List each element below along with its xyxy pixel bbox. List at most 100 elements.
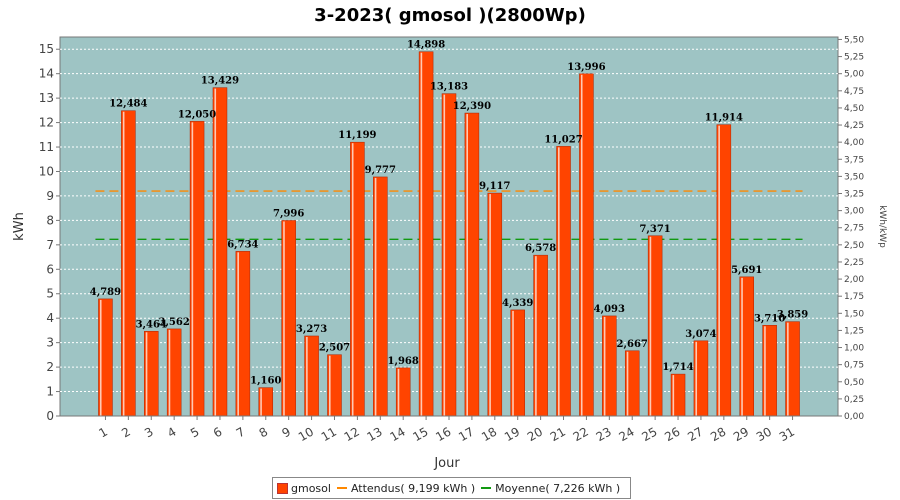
y2-tick-label: 3,00: [844, 207, 864, 217]
x-tick-label: 27: [685, 424, 705, 444]
bar-value-label: 9,117: [479, 181, 510, 192]
y-tick-label: 10: [39, 164, 54, 178]
legend-swatch-attendus: [336, 487, 347, 489]
chart-title: 3-2023( gmosol )(2800Wp): [314, 5, 586, 26]
x-tick-label: 17: [456, 424, 476, 444]
x-tick-label: 9: [280, 424, 294, 440]
x-tick-label: 12: [342, 424, 362, 444]
x-tick-label: 20: [525, 424, 545, 444]
y-tick-label: 12: [39, 116, 54, 130]
legend-item-gmosol: gmosol: [277, 482, 331, 495]
y-tick-label: 5: [46, 287, 54, 301]
bar-highlight: [489, 194, 491, 416]
bar-highlight: [191, 122, 194, 416]
y2-axis-label: kWh/kWp: [877, 205, 887, 248]
bar-value-label: 4,789: [90, 287, 121, 298]
y-tick-label: 14: [39, 67, 54, 81]
legend-label-attendus: Attendus( 9,199 kWh ): [350, 481, 476, 495]
y2-tick-label: 3,50: [844, 172, 864, 182]
x-tick-label: 15: [410, 424, 430, 444]
bar-highlight: [649, 236, 652, 416]
x-tick-label: 4: [165, 424, 179, 440]
bar-value-label: 12,484: [109, 99, 147, 110]
bar-value-label: 3,859: [777, 310, 808, 321]
bar-value-label: 5,691: [731, 265, 762, 276]
bar-value-label: 7,996: [273, 208, 304, 219]
bars: [98, 51, 800, 417]
bar-value-label: 12,050: [178, 109, 216, 120]
y2-tick-label: 0,25: [844, 395, 864, 405]
y2-tick-label: 0,75: [844, 361, 864, 371]
bar-highlight: [420, 52, 423, 416]
bar-highlight: [764, 326, 766, 416]
x-tick-label: 18: [479, 424, 499, 444]
bar-value-label: 13,183: [430, 82, 468, 93]
y2-tick-label: 4,00: [844, 138, 864, 148]
bar-highlight: [168, 329, 171, 416]
bar-highlight: [672, 375, 675, 416]
bar-value-label: 4,339: [502, 298, 533, 309]
bar-highlight: [580, 74, 583, 417]
bar-highlight: [512, 310, 514, 416]
x-tick-label: 11: [319, 424, 339, 444]
bar-highlight: [535, 256, 537, 416]
y2-tick-label: 0,00: [844, 412, 864, 422]
x-tick-label: 23: [594, 424, 614, 444]
bar-value-label: 1,160: [250, 376, 281, 387]
bar-value-label: 1,714: [662, 362, 693, 373]
y2-axis: 0,00 0,25 0,50 0,75 1,00 1,25 1,50 1,75 2,00 2,25…: [838, 35, 864, 422]
x-tick-label: 8: [257, 424, 271, 440]
y-tick-label: 15: [39, 42, 54, 56]
legend: gmosol Attendus( 9,199 kWh ) Moyenne( 7,…: [272, 477, 632, 499]
x-tick-label: 28: [708, 424, 728, 444]
x-tick-label: 22: [571, 424, 591, 444]
x-tick-label: 10: [296, 424, 316, 444]
bar-highlight: [351, 143, 354, 416]
bar-highlight: [695, 341, 698, 416]
bar-value-label: 7,371: [639, 224, 670, 235]
bar-highlight: [397, 368, 400, 416]
y2-tick-label: 1,50: [844, 309, 864, 319]
legend-label-moyenne: Moyenne( 7,226 kWh ): [495, 481, 621, 495]
y-tick-label: 8: [46, 213, 54, 227]
x-tick-label: 5: [188, 424, 202, 440]
x-tick-label: 25: [639, 424, 659, 444]
bar-highlight: [99, 299, 102, 416]
bar-value-label: 9,777: [365, 165, 396, 176]
bar-value-label: 1,968: [388, 356, 419, 367]
x-tick-label: 7: [234, 424, 248, 440]
y-tick-label: 1: [46, 385, 54, 399]
bar-highlight: [558, 147, 560, 416]
y2-tick-label: 1,25: [844, 326, 864, 336]
y-tick-label: 4: [46, 311, 54, 325]
y-tick-label: 6: [46, 262, 54, 276]
x-tick-label: 6: [211, 424, 225, 440]
bar-highlight: [787, 322, 789, 416]
x-tick-label: 14: [387, 424, 407, 444]
legend-item-attendus: Attendus( 9,199 kWh ): [336, 481, 476, 495]
bar-highlight: [466, 114, 469, 416]
bar-highlight: [283, 221, 285, 416]
bar-highlight: [260, 388, 262, 416]
bar-highlight: [741, 277, 743, 416]
y2-tick-label: 5,50: [844, 35, 864, 45]
y2-tick-label: 3,75: [844, 155, 864, 165]
bar-highlight: [214, 88, 217, 417]
x-tick-label: 24: [616, 424, 636, 444]
bar-value-label: 3,562: [158, 317, 189, 328]
y2-tick-label: 2,50: [844, 241, 864, 251]
x-tick-label: 21: [548, 424, 568, 444]
x-tick-label: 26: [662, 424, 682, 444]
bar-value-label: 12,390: [453, 101, 491, 112]
bar-highlight: [443, 94, 446, 416]
y-tick-label: 9: [46, 189, 54, 203]
bar-value-label: 11,199: [338, 130, 376, 141]
bar-value-label: 4,093: [594, 304, 625, 315]
bar-value-label: 14,898: [407, 40, 445, 51]
x-axis: 1 2 3 4 5 6 7 8 9 10 11 12 13 14 15 16 17 18 19 20 21 22 23 24 2…: [60, 415, 838, 444]
y-tick-label: 3: [46, 336, 54, 350]
legend-swatch-moyenne: [481, 487, 492, 489]
bar-value-label: 11,027: [544, 134, 582, 145]
